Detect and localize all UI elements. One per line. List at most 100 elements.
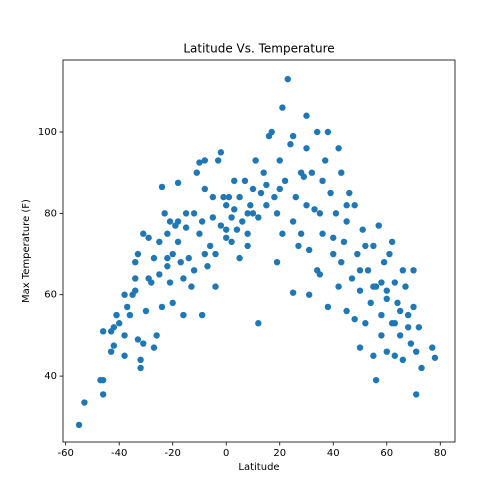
point [212,250,219,258]
point [150,344,158,351]
point [330,250,337,258]
point [431,354,439,361]
point [174,179,182,187]
point [370,242,377,250]
point [174,238,182,246]
point [362,242,369,250]
point [391,352,398,359]
point [212,283,219,290]
point [297,230,305,237]
point [190,210,198,217]
point [236,254,243,262]
y-axis-label: Max Temperature (F) [21,199,32,303]
point [276,157,283,164]
point [201,157,209,164]
point [263,181,270,189]
point [305,246,313,254]
point [378,332,385,339]
point [124,303,131,311]
point [383,348,390,355]
point [279,104,286,111]
point [319,230,326,237]
point [115,320,123,327]
point [99,328,107,335]
chart-title: Latitude Vs. Temperature [183,42,334,56]
point [295,242,302,250]
x-tick-label: 0 [223,448,229,459]
point [346,189,353,197]
point [255,320,262,327]
point [356,267,364,274]
point [284,75,291,83]
point [145,234,152,241]
point [236,193,243,201]
point [121,291,128,298]
point [383,287,390,294]
point [370,352,377,359]
point [380,258,388,266]
point [99,391,107,398]
point [383,295,390,303]
point [188,283,195,290]
point [99,376,107,384]
point [404,324,412,331]
y-tick-label: 60 [44,290,57,301]
point [169,299,176,307]
point [289,132,297,140]
point [338,258,345,266]
point [311,206,318,213]
point [418,364,425,372]
point [289,218,297,225]
point [201,250,209,258]
point [327,189,334,197]
point [359,226,366,233]
point [164,263,171,270]
point [322,157,329,164]
point [316,210,324,217]
point [356,344,364,351]
plot-frame [62,59,456,443]
point [233,226,241,233]
x-tick-label: 20 [273,448,286,459]
point [364,267,372,274]
point [164,230,171,237]
point [142,307,150,315]
point [394,299,401,307]
point [273,210,281,217]
x-tick-label: 60 [380,448,393,459]
y-tick-label: 40 [44,371,57,382]
point [132,258,139,266]
x-axis-label: Latitude [238,462,279,473]
point [156,238,163,246]
point [410,267,417,274]
point [241,177,249,185]
point [196,159,203,166]
point [343,307,350,315]
point [268,128,275,136]
point [193,169,200,176]
x-tick-label: -40 [111,448,127,459]
point [166,218,174,225]
point [204,263,211,270]
point [110,342,118,349]
point [140,340,147,347]
point [228,238,235,246]
point [281,177,289,185]
point [164,254,171,262]
point [140,230,147,237]
point [276,185,283,193]
point [225,193,233,201]
point [279,230,286,237]
point [263,202,270,209]
point [121,352,128,359]
point [351,315,358,323]
point [303,202,310,209]
points [75,75,439,429]
point [134,250,142,258]
point [75,421,83,429]
x-tick-label: -20 [165,448,181,459]
point [223,202,230,209]
point [292,193,299,201]
point [335,283,342,290]
point [217,222,225,229]
